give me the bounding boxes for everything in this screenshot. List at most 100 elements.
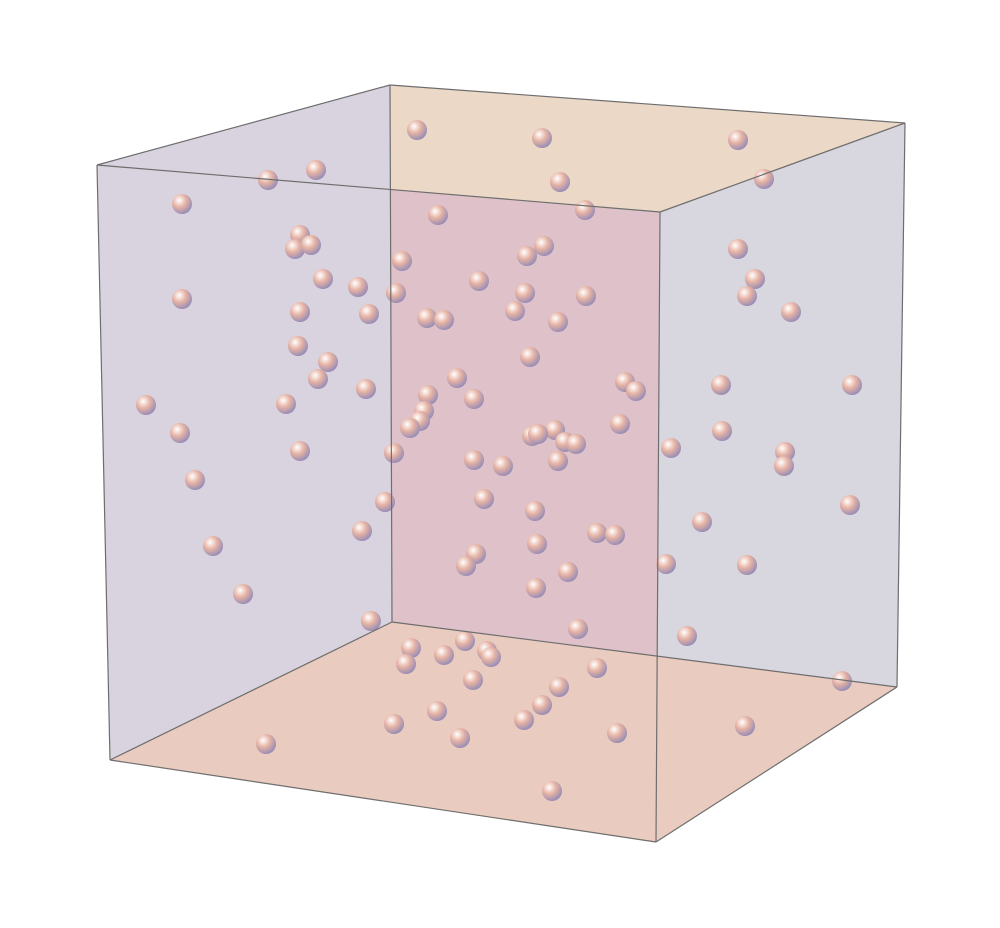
- sphere: [525, 501, 545, 521]
- sphere: [528, 424, 548, 444]
- sphere: [427, 701, 447, 721]
- edge-front-top: [96, 164, 661, 213]
- sphere: [285, 239, 305, 259]
- sphere: [754, 169, 774, 189]
- sphere: [361, 611, 381, 631]
- sphere: [384, 714, 404, 734]
- sphere: [356, 379, 376, 399]
- sphere: [352, 521, 372, 541]
- sphere: [276, 394, 296, 414]
- sphere: [203, 536, 223, 556]
- sphere: [566, 434, 586, 454]
- sphere: [568, 619, 588, 639]
- sphere: [301, 235, 321, 255]
- sphere: [185, 470, 205, 490]
- left-face: [97, 85, 392, 760]
- sphere: [288, 336, 308, 356]
- sphere: [548, 312, 568, 332]
- edge-back-right: [896, 122, 906, 688]
- sphere: [548, 451, 568, 471]
- sphere: [396, 654, 416, 674]
- sphere: [832, 671, 852, 691]
- sphere: [170, 423, 190, 443]
- edge-bottom-left: [109, 621, 393, 761]
- edge-top-right: [659, 122, 906, 213]
- sphere: [407, 120, 427, 140]
- sphere: [308, 369, 328, 389]
- sphere: [306, 160, 326, 180]
- sphere: [549, 677, 569, 697]
- sphere: [677, 626, 697, 646]
- sphere: [711, 375, 731, 395]
- sphere: [474, 489, 494, 509]
- sphere: [610, 414, 630, 434]
- sphere: [517, 246, 537, 266]
- sphere: [576, 286, 596, 306]
- sphere: [447, 368, 467, 388]
- sphere: [661, 438, 681, 458]
- sphere: [386, 283, 406, 303]
- edge-top-left: [96, 84, 391, 166]
- sphere: [384, 443, 404, 463]
- sphere: [656, 554, 676, 574]
- box-edges: [96, 84, 906, 843]
- sphere: [520, 347, 540, 367]
- sphere: [558, 562, 578, 582]
- sphere: [481, 647, 501, 667]
- sphere: [417, 308, 437, 328]
- sphere: [136, 395, 156, 415]
- edge-back-left: [389, 84, 393, 623]
- sphere: [527, 534, 547, 554]
- edge-bottom-right: [655, 686, 898, 843]
- sphere: [542, 781, 562, 801]
- edge-front-right: [655, 211, 661, 843]
- sphere: [290, 302, 310, 322]
- sphere: [587, 658, 607, 678]
- sphere: [505, 301, 525, 321]
- sphere: [532, 695, 552, 715]
- sphere: [434, 645, 454, 665]
- edge-front-bottom: [109, 759, 657, 843]
- sphere: [514, 710, 534, 730]
- sphere: [464, 450, 484, 470]
- sphere: [318, 352, 338, 372]
- sphere: [626, 381, 646, 401]
- edge-back-bottom: [391, 621, 898, 688]
- sphere: [290, 441, 310, 461]
- sphere: [550, 172, 570, 192]
- sphere: [455, 631, 475, 651]
- sphere: [737, 286, 757, 306]
- edge-front-left: [96, 164, 111, 761]
- sphere: [526, 578, 546, 598]
- sphere: [400, 418, 420, 438]
- sphere: [418, 385, 438, 405]
- box-faces: [97, 85, 905, 842]
- sphere: [745, 269, 765, 289]
- sphere: [258, 170, 278, 190]
- sphere: [348, 277, 368, 297]
- sphere: [692, 512, 712, 532]
- edge-back-top: [389, 84, 906, 124]
- sphere: [428, 205, 448, 225]
- sphere: [737, 555, 757, 575]
- sphere: [575, 200, 595, 220]
- sphere: [233, 584, 253, 604]
- sphere: [532, 128, 552, 148]
- sphere: [840, 495, 860, 515]
- sphere: [735, 716, 755, 736]
- sphere: [728, 130, 748, 150]
- sphere: [463, 670, 483, 690]
- sphere: [774, 456, 794, 476]
- sphere: [469, 271, 489, 291]
- sphere: [392, 251, 412, 271]
- sphere: [359, 304, 379, 324]
- sphere: [605, 525, 625, 545]
- particle-spheres: [136, 120, 862, 801]
- sphere: [172, 289, 192, 309]
- sphere: [434, 310, 454, 330]
- sphere: [712, 421, 732, 441]
- sphere: [464, 389, 484, 409]
- sphere: [450, 728, 470, 748]
- sphere: [256, 734, 276, 754]
